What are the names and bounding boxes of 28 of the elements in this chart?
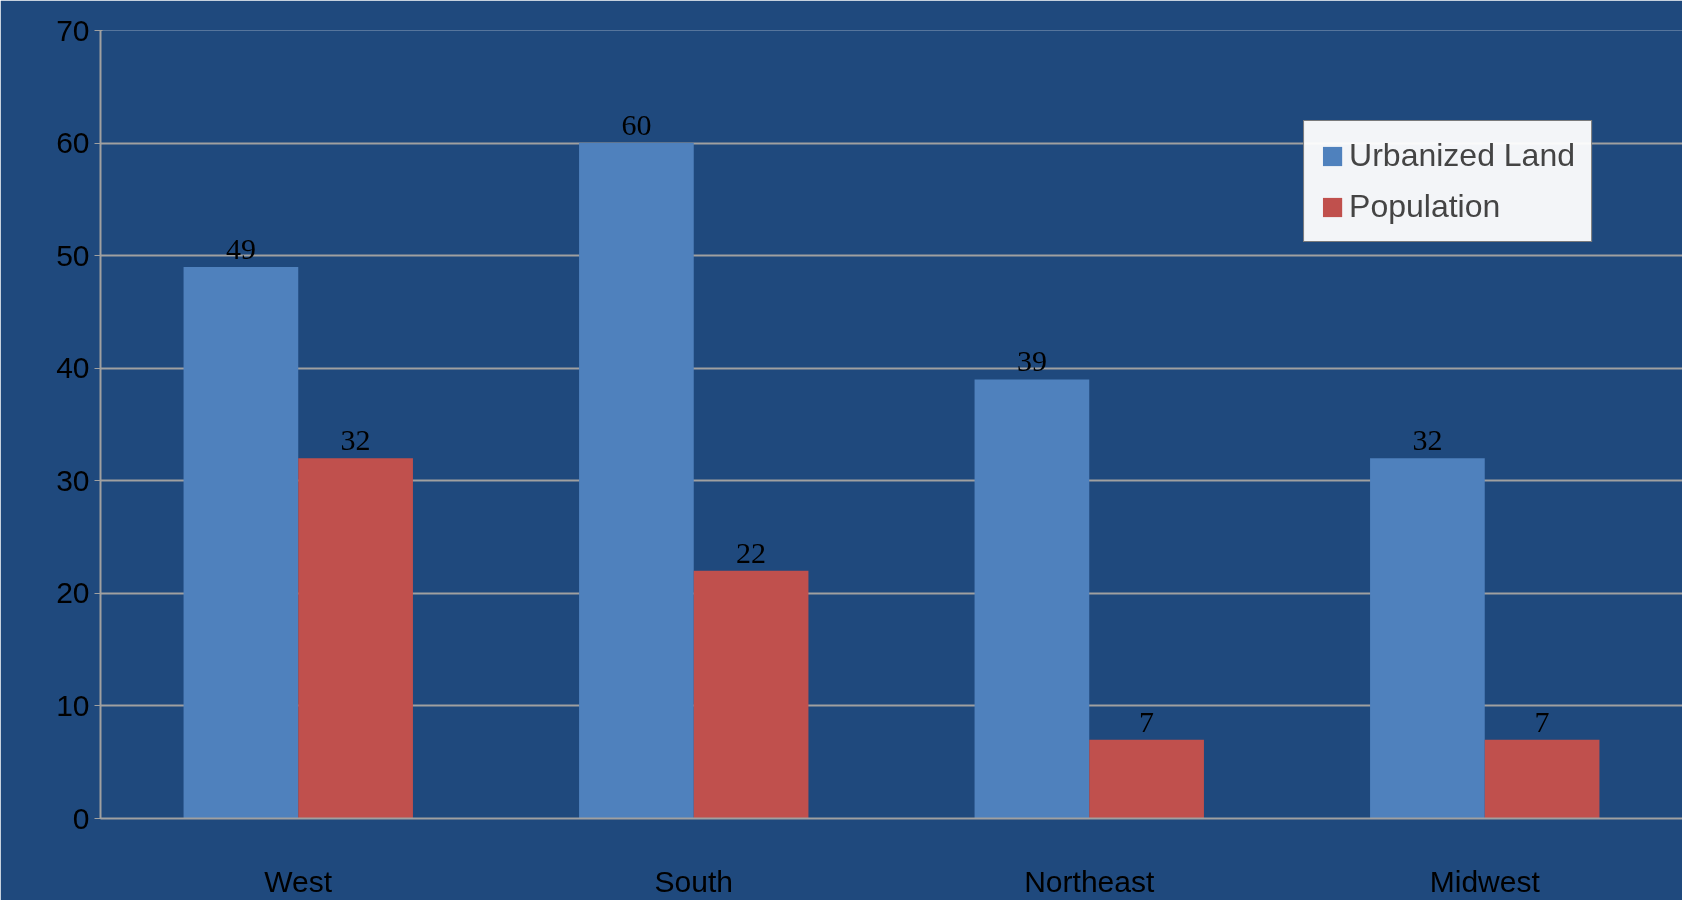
y-tick-label: 20: [56, 576, 90, 610]
data-label: 32: [1412, 423, 1443, 457]
data-label: 7: [1139, 704, 1155, 738]
bar: [1484, 739, 1600, 819]
data-label: 22: [736, 535, 767, 569]
bar: [579, 143, 694, 819]
data-label: 60: [621, 108, 652, 142]
bar: [1370, 458, 1485, 819]
y-tick-label: 70: [56, 13, 90, 47]
data-label: 7: [1534, 704, 1550, 738]
y-tick-label: 0: [72, 801, 90, 835]
y-tick-label: 50: [56, 238, 90, 272]
y-tick-label: 30: [56, 463, 90, 497]
bar: [974, 379, 1090, 819]
legend-label: Population: [1349, 188, 1501, 225]
y-tick-label: 60: [56, 126, 90, 160]
bar: [298, 458, 413, 819]
y-tick-label: 10: [56, 688, 90, 722]
x-tick-label: West: [264, 864, 333, 898]
x-tick-label: Northeast: [1024, 864, 1155, 898]
y-tick-label: 40: [56, 351, 90, 385]
x-tick-label: Midwest: [1429, 864, 1541, 898]
data-label: 32: [340, 423, 371, 457]
legend-label: Urbanized Land: [1349, 137, 1575, 174]
bar: [183, 266, 299, 819]
bar: [693, 570, 809, 819]
bar: [1089, 739, 1204, 819]
x-tick-label: South: [654, 864, 733, 898]
